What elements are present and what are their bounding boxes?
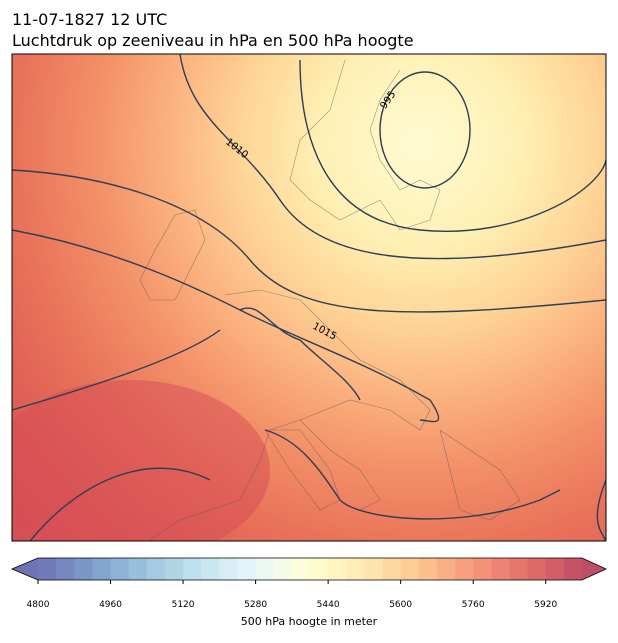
- map-frame: [11, 53, 607, 542]
- colorbar-tick-label: 4960: [99, 600, 122, 610]
- colorbar-segment: [346, 558, 365, 580]
- colorbar-extend-high: [582, 558, 606, 580]
- colorbar-segment: [291, 558, 311, 580]
- colorbar-segment: [56, 558, 75, 580]
- colorbar-tick-label: 4800: [27, 600, 50, 610]
- colorbar-label: 500 hPa hoogte in meter: [241, 615, 378, 628]
- colorbar-segment: [164, 558, 184, 580]
- colorbar-segment: [74, 558, 93, 580]
- colorbar-segment: [183, 558, 202, 580]
- colorbar-segment: [491, 558, 510, 580]
- colorbar-segment: [473, 558, 492, 580]
- colorbar-tick-label: 5280: [244, 600, 267, 610]
- colorbar-tick-label: 5440: [317, 600, 340, 610]
- colorbar-segment: [92, 558, 112, 580]
- colorbar-segment: [110, 558, 130, 580]
- coastlines: [139, 59, 521, 541]
- isobars: [12, 54, 606, 541]
- colorbar-segment: [382, 558, 402, 580]
- colorbar-tick-label: 5120: [172, 600, 195, 610]
- colorbar-segment: [273, 558, 293, 580]
- subtitle: Luchtdruk op zeeniveau in hPa en 500 hPa…: [12, 31, 414, 50]
- colorbar-segment: [146, 558, 166, 580]
- colorbar-segment: [328, 558, 347, 580]
- colorbar-segment: [418, 558, 438, 580]
- colorbar-segment: [545, 558, 565, 580]
- colorbar-segment: [128, 558, 148, 580]
- colorbar-segment: [310, 558, 329, 580]
- colorbar-segment: [509, 558, 529, 580]
- colorbar-segment: [219, 558, 238, 580]
- colorbar-segment: [436, 558, 456, 580]
- colorbar-tick-label: 5920: [534, 600, 557, 610]
- map: 1010 995 1015: [12, 54, 606, 541]
- colorbar: 4800 4960 5120 5280 5440 5600 5760 5920: [10, 557, 607, 610]
- colorbar-segment: [201, 558, 220, 580]
- colorbar-segment: [38, 558, 57, 580]
- colorbar-segment: [237, 558, 257, 580]
- colorbar-segment: [527, 558, 547, 580]
- colorbar-segment: [400, 558, 420, 580]
- colorbar-segment: [364, 558, 384, 580]
- title: 11-07-1827 12 UTC: [12, 10, 167, 29]
- colorbar-segment: [455, 558, 474, 580]
- colorbar-tick-label: 5760: [462, 600, 485, 610]
- colorbar-extend-low: [12, 558, 38, 580]
- colorbar-segment: [563, 558, 583, 580]
- height-max: [12, 380, 270, 541]
- colorbar-segment: [255, 558, 275, 580]
- colorbar-tick-label: 5600: [389, 600, 412, 610]
